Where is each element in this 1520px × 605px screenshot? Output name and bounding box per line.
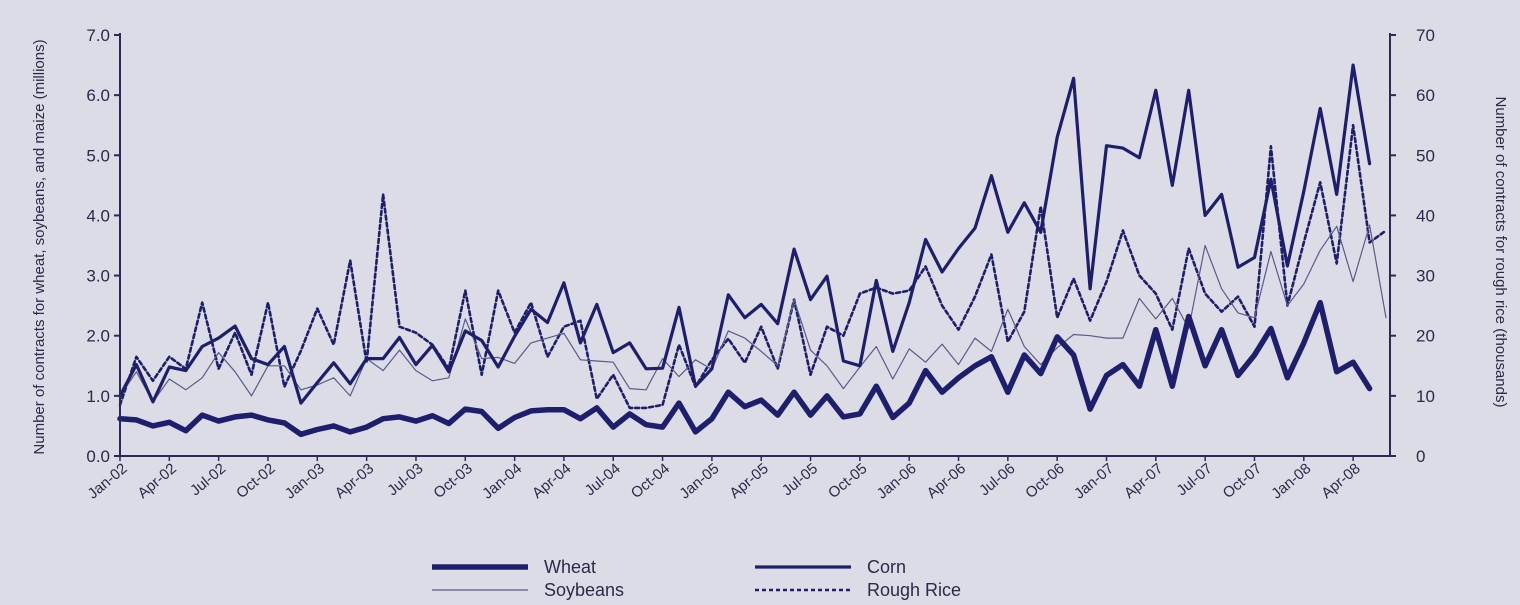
y-axis-right-tick-label: 40 bbox=[1416, 206, 1435, 225]
legend-label-wheat: Wheat bbox=[544, 557, 596, 577]
y-axis-left-tick-label: 1.0 bbox=[86, 387, 110, 406]
y-axis-right-tick-label: 0 bbox=[1416, 447, 1425, 466]
x-axis-tick-label: Jul-05 bbox=[779, 460, 821, 499]
x-axis-tick-label: Jul-07 bbox=[1173, 460, 1215, 499]
legend: Wheat Corn Soybeans Rough Rice bbox=[432, 557, 961, 600]
y-axis-left-tick-label: 7.0 bbox=[86, 26, 110, 45]
x-axis-tick-label: Apr-04 bbox=[529, 460, 574, 502]
x-axis-tick-label: Oct-03 bbox=[430, 460, 475, 502]
y-axis-right-tick-label: 30 bbox=[1416, 267, 1435, 286]
x-axis-tick-label: Jan-07 bbox=[1071, 460, 1117, 503]
legend-label-rough-rice: Rough Rice bbox=[867, 580, 961, 600]
y-axis-right-tick-label: 70 bbox=[1416, 26, 1435, 45]
x-axis-tick-label: Oct-04 bbox=[628, 460, 673, 502]
series-line-wheat bbox=[117, 299, 1373, 438]
legend-label-soybeans: Soybeans bbox=[544, 580, 624, 600]
x-axis-tick-label: Apr-08 bbox=[1318, 460, 1363, 502]
x-axis-tick-label: Apr-03 bbox=[332, 460, 377, 502]
x-axis-tick-label: Apr-02 bbox=[134, 460, 179, 502]
x-axis-tick-label: Jul-02 bbox=[187, 460, 229, 499]
y-axis-right-tick-label: 10 bbox=[1416, 387, 1435, 406]
y-axis-left-tick-label: 4.0 bbox=[86, 206, 110, 225]
y-axis-right-tick-label: 50 bbox=[1416, 146, 1435, 165]
y-axis-left-tick-label: 0.0 bbox=[86, 447, 110, 466]
x-axis-tick-label: Jul-06 bbox=[976, 460, 1018, 499]
y-axis-left-tick-label: 5.0 bbox=[86, 146, 110, 165]
series-line-soybeans bbox=[119, 224, 1387, 403]
x-axis-tick-label: Jan-06 bbox=[874, 460, 920, 503]
x-axis-tick-label: Apr-05 bbox=[726, 460, 771, 502]
series-line-rough-rice bbox=[118, 123, 1388, 410]
y-axis-left-tick-label: 2.0 bbox=[86, 327, 110, 346]
y-axis-left-tick-label: 3.0 bbox=[86, 267, 110, 286]
legend-label-corn: Corn bbox=[867, 557, 906, 577]
y-axis-right-label: Number of contracts for rough rice (thou… bbox=[1492, 97, 1509, 408]
x-axis-tick-label: Oct-07 bbox=[1220, 460, 1265, 502]
y-axis-left-label: Number of contracts for wheat, soybeans,… bbox=[31, 39, 48, 454]
plot-area bbox=[117, 63, 1388, 438]
x-axis-tick-label: Apr-07 bbox=[1121, 460, 1166, 502]
x-axis-tick-label: Jan-04 bbox=[479, 460, 525, 503]
y-axis-right-tick-label: 60 bbox=[1416, 86, 1435, 105]
x-axis-tick-label: Jan-05 bbox=[676, 460, 722, 503]
x-axis-tick-label: Apr-06 bbox=[924, 460, 969, 502]
x-axis-tick-label: Oct-02 bbox=[233, 460, 278, 502]
x-axis-tick-label: Jan-02 bbox=[85, 460, 131, 503]
axes: 0.0 1.0 2.0 3.0 4.0 5.0 6.0 7.0 0 10 20 30 40 50 60 70 J… bbox=[85, 26, 1435, 503]
x-axis-tick-label: Jul-03 bbox=[384, 460, 426, 499]
x-axis-tick-label: Oct-05 bbox=[825, 460, 870, 502]
y-axis-left-tick-label: 6.0 bbox=[86, 86, 110, 105]
y-axis-right-tick-label: 20 bbox=[1416, 327, 1435, 346]
x-axis-tick-label: Jul-04 bbox=[582, 460, 624, 499]
series-line-corn bbox=[118, 63, 1372, 405]
x-axis-tick-label: Jan-03 bbox=[282, 460, 328, 503]
x-axis-tick-label: Jan-08 bbox=[1268, 460, 1314, 503]
x-axis-tick-label: Oct-06 bbox=[1022, 460, 1067, 502]
